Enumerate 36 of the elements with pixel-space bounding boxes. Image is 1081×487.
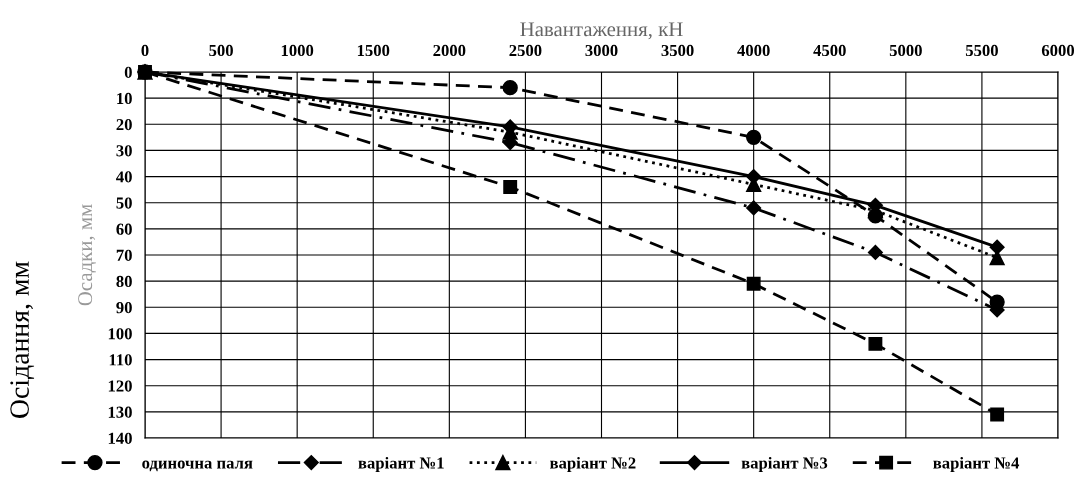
legend-label: варіант №2 <box>550 456 636 472</box>
y-tick-label: 0 <box>124 66 132 78</box>
x-tick-label: 500 <box>209 44 233 57</box>
y-tick-label: 140 <box>108 432 132 444</box>
y-tick-label: 130 <box>108 406 132 418</box>
y-tick-label: 30 <box>116 145 132 157</box>
y-tick-label: 100 <box>108 328 132 340</box>
y-tick-label: 120 <box>108 380 132 392</box>
y-tick-label: 90 <box>116 301 132 314</box>
legend-label: одиночна паля <box>142 460 253 472</box>
x-tick-label: 3000 <box>585 44 618 57</box>
x-tick-label: 6000 <box>1041 44 1075 57</box>
y-tick-label: 60 <box>116 223 132 235</box>
legend-label: варіант №4 <box>933 456 1020 472</box>
x-tick-label: 5000 <box>889 44 922 57</box>
y-tick-label: 20 <box>116 118 132 131</box>
y-tick-label: 40 <box>116 171 132 183</box>
y-tick-label: 10 <box>117 92 132 105</box>
x-tick-label: 2000 <box>433 44 466 57</box>
y-tick-label: 50 <box>116 197 132 209</box>
x-tick-label: 5500 <box>965 44 998 57</box>
y-axis-title: Осадки, мм <box>78 204 96 306</box>
x-tick-label: 1000 <box>281 44 314 57</box>
x-tick-label: 4000 <box>737 44 770 57</box>
legend-label: варіант №3 <box>741 456 828 472</box>
y-tick-label: 80 <box>116 275 132 288</box>
x-axis-title: Навантаження, кН <box>520 22 683 40</box>
x-tick-label: 1500 <box>357 44 390 57</box>
y-tick-label: 70 <box>116 249 132 261</box>
x-tick-label: 3500 <box>661 44 694 57</box>
x-tick-label: 0 <box>141 44 149 57</box>
legend-label: варіант №1 <box>358 456 444 472</box>
x-tick-label: 2500 <box>509 44 542 57</box>
y-tick-label: 110 <box>109 354 132 366</box>
text: Осідання, мм <box>10 261 35 418</box>
x-tick-label: 4500 <box>813 44 846 57</box>
